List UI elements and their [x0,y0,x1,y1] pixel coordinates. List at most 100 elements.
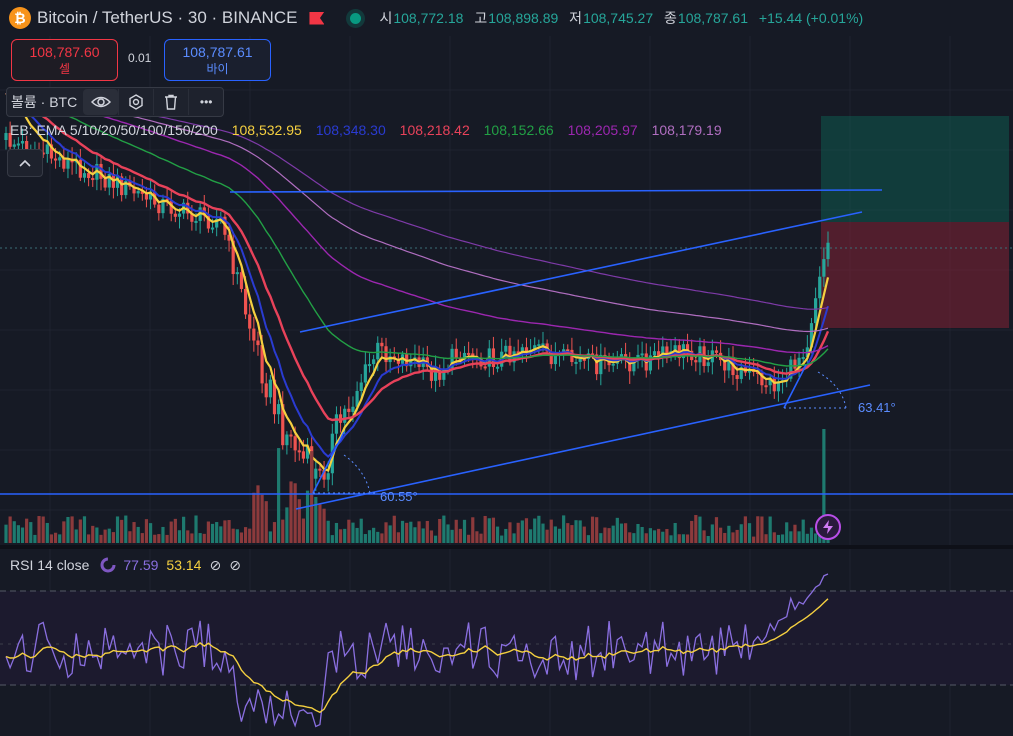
ema-10-line [5,92,829,458]
volume-bar [380,533,384,543]
candle-body [12,144,16,147]
volume-bar [632,533,636,543]
buy-button[interactable]: 108,787.61 바이 [164,39,271,81]
low-label: 저 [569,10,583,26]
volume-bar [8,516,12,543]
ema-legend[interactable]: EB: EMA 5/10/20/50/100/150/200 108,532.9… [10,122,732,138]
volume-bar [623,523,628,543]
candle-body [334,414,339,434]
candle-body [25,140,29,155]
volume-bar [776,534,781,543]
rsi-ma-line [5,598,829,714]
volume-bar [801,519,805,543]
sell-button[interactable]: 108,787.60 셀 [11,39,118,81]
trash-icon[interactable] [153,89,188,115]
volume-bar [491,517,496,543]
settings-icon[interactable] [118,89,153,115]
volume-label[interactable]: 볼륨 · BTC [11,94,78,110]
candle-body [347,408,351,412]
volume-bar [673,522,677,543]
rsi-line [5,573,829,728]
volume-bar [314,496,318,543]
candle-body [103,178,107,188]
volume-bar [574,520,578,543]
candle-body [210,227,215,230]
volume-bar [177,530,182,543]
volume-bar [698,516,702,543]
candle-body [215,218,219,228]
volume-bar [62,521,66,543]
volume-bar [91,525,95,543]
candle-body [520,347,524,353]
volume-bar [764,534,768,543]
candle-body [132,186,136,194]
volume-bar [231,528,235,543]
candle-body [49,144,54,159]
candle-body [483,366,487,369]
volume-bar [586,535,591,543]
rsi-legend[interactable]: RSI 14 close 77.59 53.14 ⊘ ⊘ [10,556,241,574]
volume-bar [120,519,124,543]
volume-bar [603,527,607,543]
volume-bar [760,516,764,543]
flag-icon[interactable] [309,11,325,25]
volume-bar [111,532,115,543]
candle-body [363,364,367,383]
candle-body [384,346,388,363]
candle-body [248,314,252,329]
volume-bar [756,516,760,543]
volume-bar [475,531,479,543]
candle-body [58,157,62,161]
volume-bar [694,515,698,543]
candle-body [768,377,772,386]
volume-bar [252,492,256,543]
volume-bar [648,528,652,543]
candle-body [438,368,442,380]
volume-bar [388,525,392,543]
volume-bar [495,526,500,543]
channel-upper-line [299,211,863,333]
volume-bar [483,515,487,543]
volume-bar [425,520,429,543]
candle-body [694,360,698,363]
candle-body [194,220,198,223]
candle-body [640,353,644,356]
volume-bar [462,519,467,543]
ema-50-line [5,92,829,367]
volume-bar [512,533,516,543]
symbol-header: ₿ Bitcoin / TetherUS · 30 · BINANCE 시108… [0,0,1013,36]
volume-bar [615,517,619,543]
more-icon[interactable]: ••• [188,89,223,115]
volume-bar [714,517,719,543]
volume-bar [772,532,776,543]
volume-bar [797,531,801,543]
volume-bar [239,532,244,543]
collapse-legend-button[interactable] [7,149,43,177]
volume-bar [66,516,70,543]
angle-label-left: 60.55° [380,489,418,504]
angle-arc-left [343,454,371,494]
volume-bar [578,520,582,543]
open-value: 108,772.18 [393,10,464,26]
volume-bar [338,529,343,543]
volume-bar [272,522,277,543]
volume-bar [202,533,206,543]
lightning-icon[interactable] [815,514,841,540]
volume-bar [429,530,434,543]
volume-bar [537,515,541,543]
candle-body [574,361,578,364]
volume-bar [128,531,132,543]
volume-bar [652,530,657,543]
volume-bar [165,534,169,543]
rsi-extra-1: ⊘ [209,556,222,573]
candle-body [260,345,264,384]
symbol-title[interactable]: Bitcoin / TetherUS · 30 · BINANCE [37,8,298,27]
candle-body [504,345,508,352]
candle-body [471,353,475,357]
candle-body [454,348,458,359]
eye-icon[interactable] [83,89,119,115]
volume-bar [549,519,553,543]
candle-body [814,298,818,324]
candle-body [772,377,776,392]
